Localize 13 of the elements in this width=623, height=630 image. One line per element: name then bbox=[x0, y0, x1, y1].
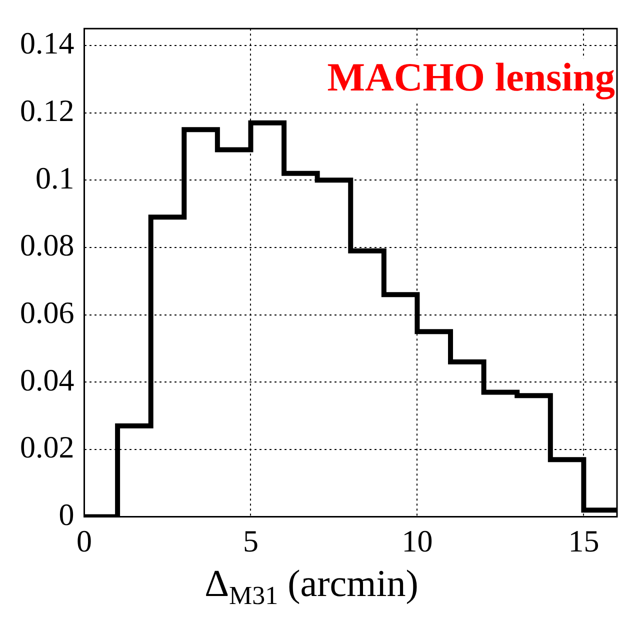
x-tick-label: 10 bbox=[402, 524, 433, 559]
y-tick-label: 0.1 bbox=[36, 160, 74, 196]
y-tick-label: 0.12 bbox=[20, 92, 74, 128]
y-tick-label: 0.08 bbox=[20, 228, 74, 263]
y-tick-label: 0.04 bbox=[20, 362, 75, 398]
x-axis-title: Δ$_{M31}$ (arcmin) bbox=[204, 562, 420, 610]
annotation: MACHO lensing bbox=[327, 54, 615, 100]
x-tick-label: 15 bbox=[568, 524, 600, 559]
y-tick-label: 0.06 bbox=[20, 294, 74, 330]
y-tick-label: 0 bbox=[58, 496, 74, 532]
x-tick-label: 5 bbox=[242, 524, 258, 559]
y-tick-label: 0.02 bbox=[20, 430, 74, 465]
y-tick-label: 0.14 bbox=[20, 26, 75, 61]
